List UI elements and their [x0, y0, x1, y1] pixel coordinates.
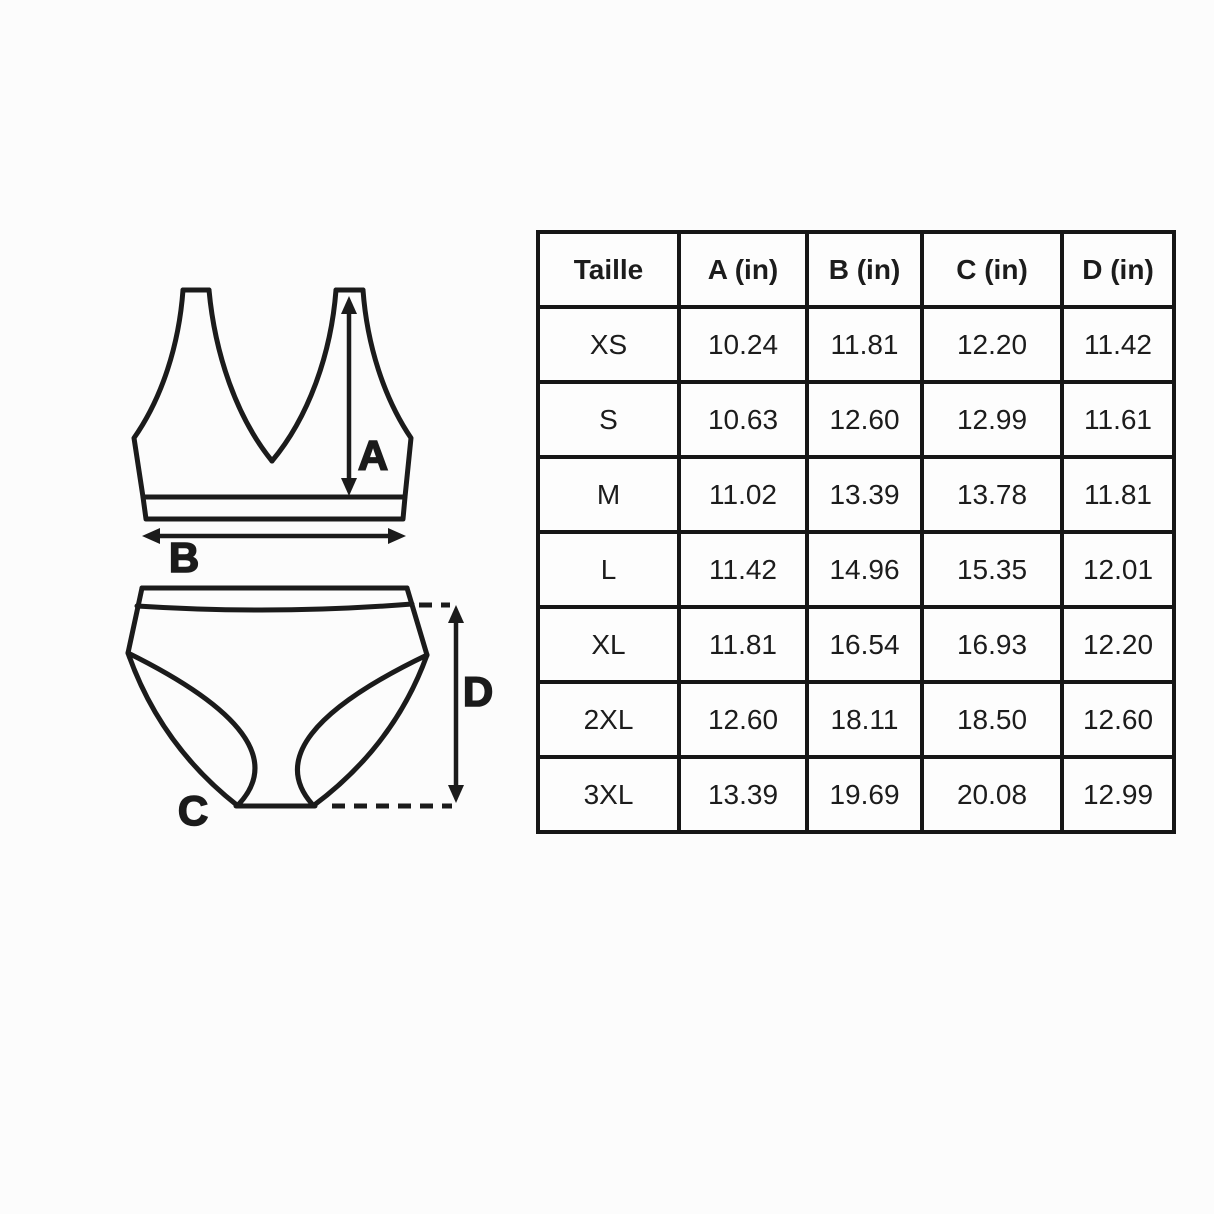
arrow-a-head-up: [341, 296, 357, 314]
measurement-cell: 18.11: [805, 680, 924, 759]
measurement-arrow-a: A: [341, 296, 389, 496]
size-chart-table: Taille A (in) B (in) C (in) D (in) XS 10…: [536, 230, 1176, 834]
size-cell: M: [536, 455, 681, 534]
measurement-cell: 12.20: [1060, 605, 1176, 684]
measurement-cell: 12.60: [677, 680, 809, 759]
measurement-cell: 12.60: [1060, 680, 1176, 759]
size-cell: 3XL: [536, 755, 681, 834]
measurement-cell: 14.96: [805, 530, 924, 609]
measurement-cell: 13.39: [677, 755, 809, 834]
measurement-cell: 10.63: [677, 380, 809, 459]
arrow-b-head-left: [142, 528, 160, 544]
size-cell: 2XL: [536, 680, 681, 759]
measurement-cell: 19.69: [805, 755, 924, 834]
size-cell: L: [536, 530, 681, 609]
label-a: A: [358, 432, 388, 479]
measurement-cell: 18.50: [920, 680, 1064, 759]
measurement-cell: 12.01: [1060, 530, 1176, 609]
table-header-row: Taille A (in) B (in) C (in) D (in): [536, 230, 1176, 309]
column-header-b: B (in): [805, 230, 924, 309]
table-row: 2XL 12.60 18.11 18.50 12.60: [536, 680, 1176, 759]
table-row: M 11.02 13.39 13.78 11.81: [536, 455, 1176, 534]
measurement-cell: 11.81: [677, 605, 809, 684]
measurement-cell: 12.99: [920, 380, 1064, 459]
bikini-top-drawing: [131, 287, 414, 522]
arrow-a-head-down: [341, 478, 357, 496]
size-cell: XL: [536, 605, 681, 684]
measurement-cell: 13.39: [805, 455, 924, 534]
table-row: L 11.42 14.96 15.35 12.01: [536, 530, 1176, 609]
arrow-b-head-right: [388, 528, 406, 544]
measurement-cell: 16.54: [805, 605, 924, 684]
bra-left-vneck-edge: [206, 287, 275, 464]
measurement-arrow-d: D: [332, 602, 494, 809]
brief-left-outer-leg: [125, 650, 241, 809]
brief-waistband-line: [134, 601, 415, 613]
column-header-a: A (in): [677, 230, 809, 309]
arrow-d-head-up: [448, 605, 464, 623]
measurement-cell: 11.42: [1060, 305, 1176, 384]
brief-left-inner-leg: [125, 650, 258, 807]
label-b: B: [169, 534, 199, 581]
measurement-cell: 10.24: [677, 305, 809, 384]
column-header-c: C (in): [920, 230, 1064, 309]
measurement-cell: 11.02: [677, 455, 809, 534]
bikini-bottom-drawing: [125, 585, 430, 809]
measurement-cell: 11.42: [677, 530, 809, 609]
measurement-cell: 11.61: [1060, 380, 1176, 459]
measurement-cell: 12.99: [1060, 755, 1176, 834]
table-row: 3XL 13.39 19.69 20.08 12.99: [536, 755, 1176, 834]
bra-right-outer-edge: [360, 287, 414, 500]
size-cell: XS: [536, 305, 681, 384]
arrow-d-head-down: [448, 785, 464, 803]
column-header-taille: Taille: [536, 230, 681, 309]
label-d: D: [463, 668, 493, 715]
table-row: XS 10.24 11.81 12.20 11.42: [536, 305, 1176, 384]
bra-left-outer-edge: [131, 287, 186, 500]
table-row: XL 11.81 16.54 16.93 12.20: [536, 605, 1176, 684]
bra-right-vneck-edge: [269, 287, 339, 464]
measurement-cell: 11.81: [1060, 455, 1176, 534]
brief-right-side: [404, 585, 430, 658]
measurement-cell: 15.35: [920, 530, 1064, 609]
measurement-cell: 12.60: [805, 380, 924, 459]
label-c: C: [178, 787, 208, 834]
brief-left-side: [125, 585, 145, 656]
measurement-arrow-b: B: [142, 528, 406, 582]
measurement-cell: 13.78: [920, 455, 1064, 534]
column-header-d: D (in): [1060, 230, 1176, 309]
size-cell: S: [536, 380, 681, 459]
brief-right-inner-leg: [294, 652, 430, 807]
bra-band: [140, 494, 408, 522]
measurement-cell: 16.93: [920, 605, 1064, 684]
measurement-cell: 11.81: [805, 305, 924, 384]
table-row: S 10.63 12.60 12.99 11.61: [536, 380, 1176, 459]
measurement-cell: 12.20: [920, 305, 1064, 384]
brief-right-outer-leg: [310, 652, 430, 809]
measurement-cell: 20.08: [920, 755, 1064, 834]
